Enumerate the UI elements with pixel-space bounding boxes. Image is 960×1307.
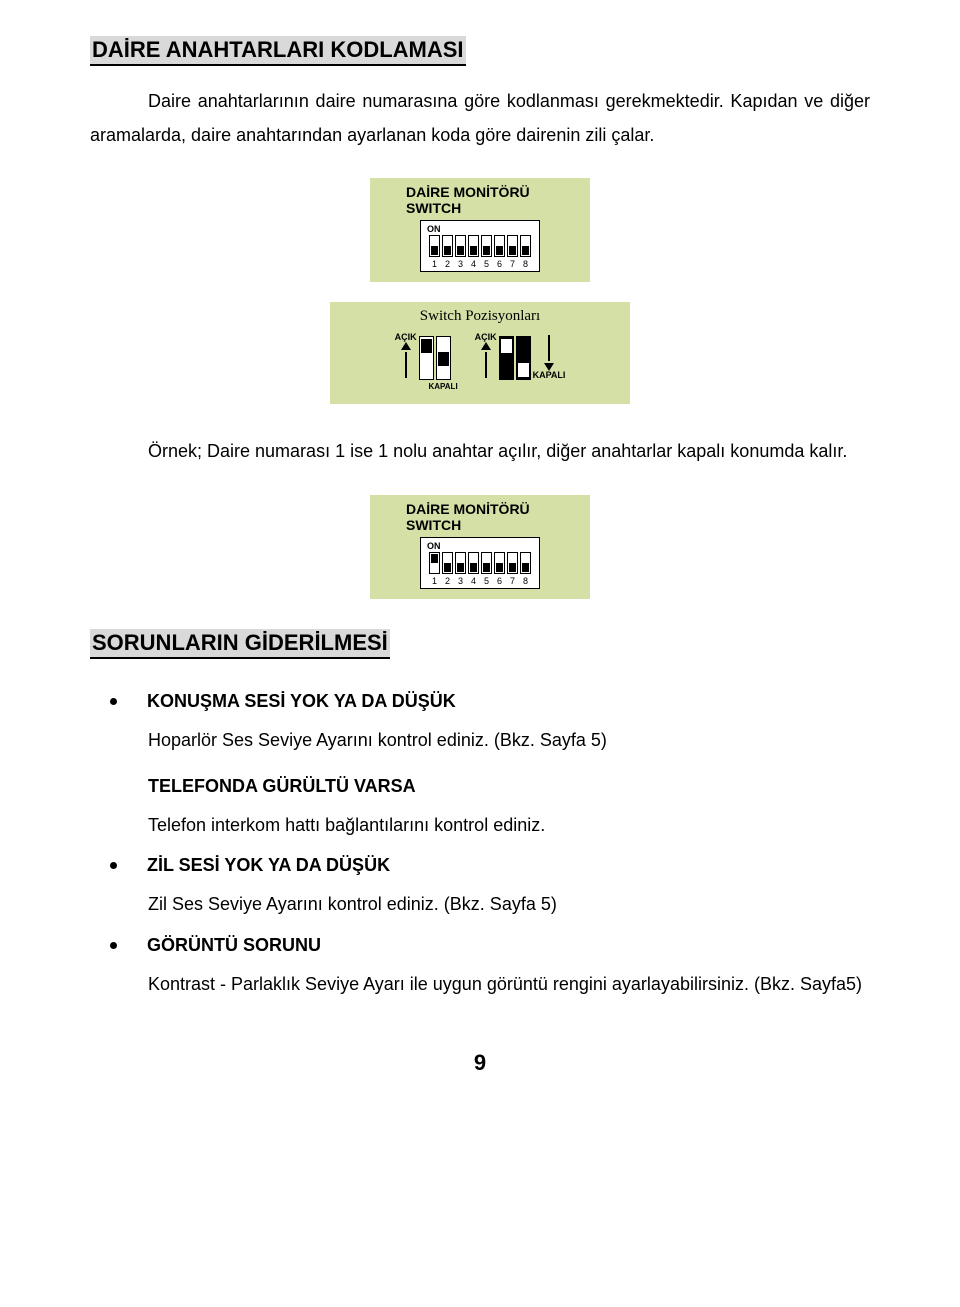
dip-slot: [442, 552, 453, 574]
dip-slot: [520, 235, 531, 257]
dip-slot: [455, 552, 466, 574]
bullet-dot-icon: [110, 942, 117, 949]
positions-title: Switch Pozisyonları: [420, 308, 540, 325]
example-text: Örnek; Daire numarası 1 ise 1 nolu anaht…: [90, 434, 870, 468]
pos-slot-r2: [516, 336, 531, 380]
pos-group-right: AÇIK KAPALI: [475, 333, 566, 394]
bullet-text-2: Zil Ses Seviye Ayarını kontrol ediniz. (…: [148, 888, 870, 920]
bullet-text-1: Hoparlör Ses Seviye Ayarını kontrol edin…: [148, 724, 870, 756]
dip-slot: [520, 552, 531, 574]
switch-card-1: DAİRE MONİTÖRÜ SWITCH ON 12345678: [370, 178, 590, 282]
pos-group-left: AÇIK KAPALI: [395, 333, 451, 394]
bullet-dot-icon: [110, 862, 117, 869]
switch-title-1: DAİRE MONİTÖRÜ SWITCH: [378, 184, 582, 216]
dip-slot: [429, 552, 440, 574]
dip-slot: [481, 235, 492, 257]
troubleshooting-list: KONUŞMA SESİ YOK YA DA DÜŞÜK Hoparlör Se…: [90, 691, 870, 1001]
dip-slot: [494, 552, 505, 574]
dip-slot: [507, 552, 518, 574]
dip-slot: [442, 235, 453, 257]
dip-number: 2: [442, 259, 453, 269]
bullet-item-1: KONUŞMA SESİ YOK YA DA DÜŞÜK: [110, 691, 870, 712]
bullet-heading-2: ZİL SESİ YOK YA DA DÜŞÜK: [147, 855, 390, 876]
sub-heading-1: TELEFONDA GÜRÜLTÜ VARSA: [148, 776, 870, 797]
arrow-up-left: AÇIK: [395, 333, 417, 380]
section1-para: Daire anahtarlarının daire numarasına gö…: [90, 84, 870, 152]
pos-slot-l1: [419, 336, 434, 380]
bullet-heading-1: KONUŞMA SESİ YOK YA DA DÜŞÜK: [147, 691, 456, 712]
dip-on-label-1: ON: [427, 224, 533, 234]
label-kapali-left: KAPALI: [428, 382, 457, 391]
bullet-item-3: GÖRÜNTÜ SORUNU: [110, 935, 870, 956]
dip-number: 6: [494, 259, 505, 269]
dip-switch-box-2: ON 12345678: [420, 537, 540, 589]
pos-slot-l2: KAPALI: [436, 336, 451, 380]
dip-slot: [468, 552, 479, 574]
positions-diagram: AÇIK KAPALI AÇIK: [395, 333, 566, 394]
positions-card: Switch Pozisyonları AÇIK KAPALI: [330, 302, 630, 404]
dip-number: 7: [507, 576, 518, 586]
dip-number: 3: [455, 259, 466, 269]
bullet-heading-3: GÖRÜNTÜ SORUNU: [147, 935, 321, 956]
dip-number: 8: [520, 259, 531, 269]
dip-number: 1: [429, 576, 440, 586]
dip-slot: [429, 235, 440, 257]
section1-title: DAİRE ANAHTARLARI KODLAMASI: [90, 36, 466, 66]
arrow-up-right: AÇIK: [475, 333, 497, 380]
label-kapali-right: KAPALI: [533, 371, 566, 380]
figure-switch-and-positions: DAİRE MONİTÖRÜ SWITCH ON 12345678 Switch…: [90, 178, 870, 404]
dip-number: 3: [455, 576, 466, 586]
switch-title-2: DAİRE MONİTÖRÜ SWITCH: [378, 501, 582, 533]
dip-number: 5: [481, 259, 492, 269]
dip-number: 6: [494, 576, 505, 586]
label-acik-right: AÇIK: [475, 333, 497, 342]
dip-slot: [468, 235, 479, 257]
sub-text-1: Telefon interkom hattı bağlantılarını ko…: [148, 809, 870, 841]
pos-slot-r1: [499, 336, 514, 380]
section2-title: SORUNLARIN GİDERİLMESİ: [90, 629, 390, 659]
dip-slot: [494, 235, 505, 257]
dip-number: 4: [468, 259, 479, 269]
dip-switch-box-1: ON 12345678: [420, 220, 540, 272]
dip-number: 2: [442, 576, 453, 586]
page-number: 9: [90, 1050, 870, 1076]
bullet-dot-icon: [110, 698, 117, 705]
dip-number: 5: [481, 576, 492, 586]
dip-number: 1: [429, 259, 440, 269]
dip-slot: [481, 552, 492, 574]
bullet-text-3: Kontrast - Parlaklık Seviye Ayarı ile uy…: [148, 968, 870, 1000]
dip-on-label-2: ON: [427, 541, 533, 551]
figure-switch-example: DAİRE MONİTÖRÜ SWITCH ON 12345678: [90, 495, 870, 599]
arrow-down-right: KAPALI: [533, 333, 566, 380]
bullet-item-2: ZİL SESİ YOK YA DA DÜŞÜK: [110, 855, 870, 876]
switch-card-2: DAİRE MONİTÖRÜ SWITCH ON 12345678: [370, 495, 590, 599]
dip-slot: [507, 235, 518, 257]
dip-number: 8: [520, 576, 531, 586]
dip-slot: [455, 235, 466, 257]
dip-number: 7: [507, 259, 518, 269]
label-acik-left: AÇIK: [395, 333, 417, 342]
dip-number: 4: [468, 576, 479, 586]
